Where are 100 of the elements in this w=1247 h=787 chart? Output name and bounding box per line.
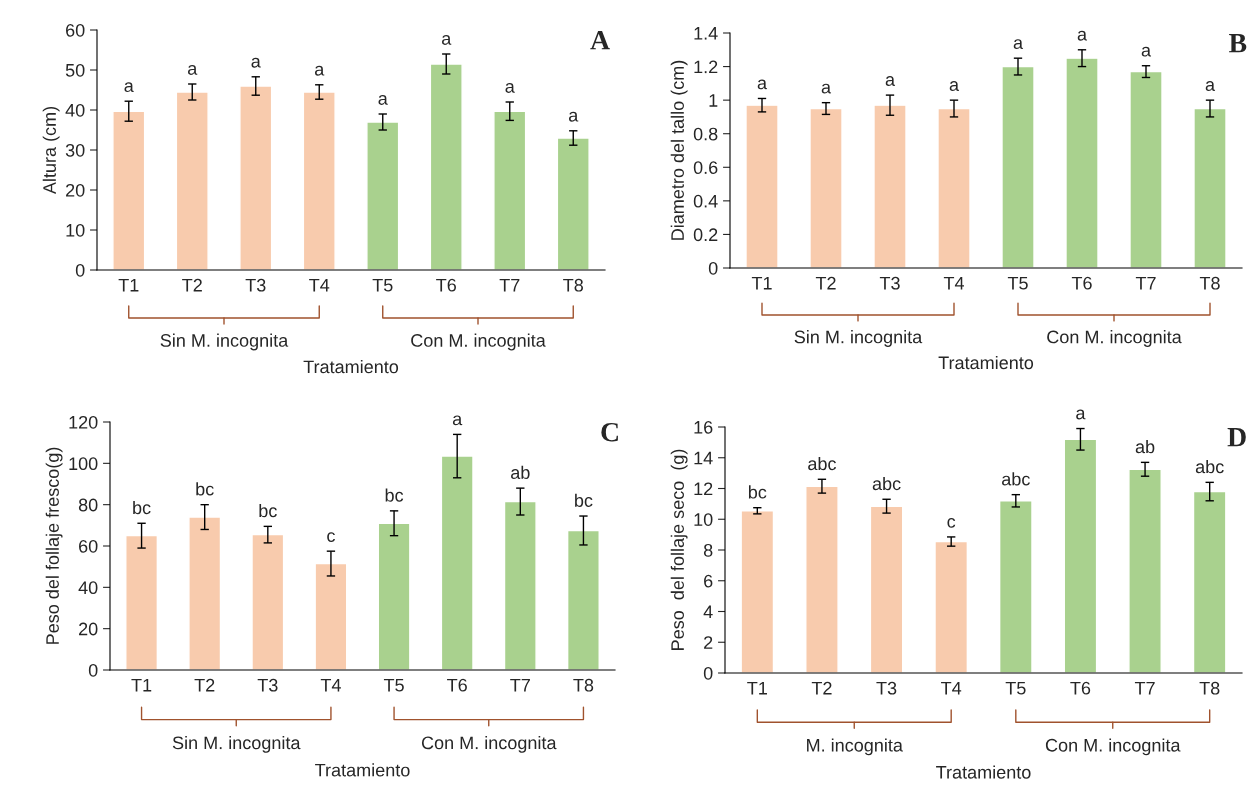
x-tick-label: T1	[118, 279, 139, 292]
annotation: a	[442, 34, 452, 45]
bar	[934, 540, 969, 673]
bar	[125, 534, 159, 670]
bar	[302, 91, 336, 270]
bar	[1065, 57, 1099, 268]
bar	[1129, 70, 1163, 268]
bar	[873, 104, 907, 268]
x-tick-label: T4	[943, 277, 965, 290]
x-axis-title: Tratamiento	[936, 765, 1031, 779]
y-tick-label: 0.4	[693, 194, 718, 208]
annotation: abc	[808, 456, 837, 471]
annotation: a	[757, 79, 768, 90]
x-tick-label: T5	[1007, 277, 1028, 290]
x-tick-label: T8	[573, 678, 594, 692]
annotation: bc	[196, 482, 214, 496]
x-tick-label: T8	[1199, 276, 1220, 290]
y-tick-label: 20	[79, 622, 98, 636]
x-tick-label: T6	[447, 678, 467, 692]
x-axis-title: Tratamiento	[303, 359, 399, 374]
x-tick-label: T1	[747, 682, 767, 695]
bar	[1193, 107, 1227, 268]
bar	[493, 110, 527, 270]
y-tick-label: 0.2	[693, 228, 718, 242]
x-tick-label: T5	[372, 279, 393, 292]
x-tick-label: T3	[876, 681, 897, 695]
x-tick-label: T7	[1135, 277, 1156, 290]
annotation: bc	[575, 493, 593, 507]
annotation: a	[1205, 81, 1216, 92]
y-tick-label: 120	[69, 415, 98, 429]
bar	[366, 121, 400, 270]
x-tick-label: T3	[879, 276, 900, 290]
x-tick-label: T7	[499, 279, 520, 292]
bar	[809, 107, 843, 268]
x-tick-label: T4	[309, 279, 330, 292]
y-axis-title: Diametro del tallo (cm)	[670, 60, 688, 240]
x-tick-label: T2	[182, 278, 202, 292]
y-tick-label: 60	[79, 539, 98, 553]
x-tick-label: T2	[811, 681, 832, 695]
y-tick-label: 8	[703, 543, 713, 557]
y-tick-label: 100	[69, 457, 98, 471]
text: Con M. incognita	[411, 333, 546, 351]
annotation: a	[1077, 30, 1088, 41]
y-axis-title: Altura (cm)	[42, 106, 60, 195]
y-tick-label: 40	[65, 103, 85, 117]
y-tick-label: 60	[66, 23, 85, 37]
annotation: c	[947, 517, 956, 528]
text: Con M. incognita	[1045, 738, 1181, 756]
x-tick-label: T5	[1005, 682, 1026, 695]
bar	[503, 500, 537, 670]
x-tick-label: T6	[1071, 276, 1092, 290]
annotation: a	[949, 81, 960, 92]
annotation: a	[1141, 46, 1152, 57]
x-tick-label: T7	[510, 679, 530, 692]
text: M. incognita	[807, 738, 903, 756]
y-tick-label: 16	[694, 420, 713, 434]
y-tick-label: 20	[66, 183, 85, 197]
x-tick-label: T3	[257, 678, 278, 692]
annotation: a	[569, 111, 579, 122]
bar	[566, 529, 600, 670]
text: Sin M. incognita	[172, 735, 301, 753]
bar	[1063, 438, 1098, 673]
annotation: a	[1076, 409, 1086, 420]
text: Sin M. incognita	[794, 330, 923, 347]
bar	[440, 455, 474, 670]
x-tick-label: T1	[131, 679, 152, 692]
y-tick-label: 10	[694, 513, 713, 526]
annotation: a	[378, 94, 388, 105]
y-tick-label: 14	[694, 451, 713, 465]
annotation: c	[327, 532, 335, 543]
bar	[805, 485, 839, 673]
y-tick-label: 30	[65, 143, 85, 157]
bar	[239, 85, 273, 270]
bar	[937, 107, 971, 268]
x-tick-label: T6	[436, 278, 456, 292]
annotation: a	[1013, 39, 1024, 50]
y-tick-label: 0	[88, 663, 98, 677]
y-tick-label: 0	[703, 666, 713, 680]
y-tick-label: 50	[65, 63, 85, 77]
y-tick-label: 6	[704, 574, 713, 588]
annotation: a	[505, 82, 515, 93]
annotation: ab	[1135, 439, 1155, 454]
annotation: C	[601, 422, 618, 442]
y-tick-label: 4	[703, 605, 713, 619]
annotation: B	[1229, 34, 1247, 53]
y-tick-label: 0	[75, 263, 85, 277]
bar	[556, 137, 590, 270]
x-tick-label: T2	[194, 678, 215, 692]
y-tick-label: 80	[78, 498, 98, 512]
bar	[314, 562, 348, 670]
bar	[1001, 65, 1035, 268]
annotation: bc	[385, 488, 404, 502]
x-tick-label: T2	[815, 276, 836, 290]
annotation: a	[821, 83, 832, 94]
bar	[377, 522, 411, 670]
annotation: bc	[748, 485, 767, 499]
annotation: abc	[1195, 459, 1224, 474]
text: Con M. incognita	[1047, 330, 1182, 347]
y-tick-label: 1.2	[694, 60, 718, 74]
y-tick-label: 12	[694, 482, 713, 496]
